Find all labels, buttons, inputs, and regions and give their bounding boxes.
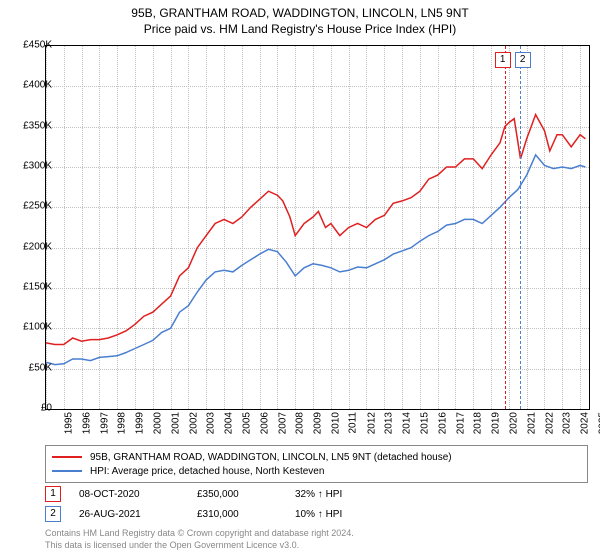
x-tick-label: 2020 xyxy=(508,412,519,434)
x-tick-label: 2016 xyxy=(437,412,448,434)
x-tick-label: 2019 xyxy=(491,412,502,434)
x-tick-label: 2011 xyxy=(347,412,358,434)
y-tick-label: £450K xyxy=(7,40,52,51)
x-tick-label: 1998 xyxy=(117,412,128,434)
legend-swatch xyxy=(52,470,82,472)
x-tick-label: 2018 xyxy=(473,412,484,434)
footer-line-1: Contains HM Land Registry data © Crown c… xyxy=(45,528,354,540)
x-tick-label: 2008 xyxy=(295,412,306,434)
sale-marker-ref: 1 xyxy=(45,486,61,502)
x-tick-label: 2001 xyxy=(170,412,181,434)
y-tick-label: £250K xyxy=(7,201,52,212)
footer-line-2: This data is licensed under the Open Gov… xyxy=(45,540,354,552)
sales-table: 1 08-OCT-2020 £350,000 32% ↑ HPI 2 26-AUG-202… xyxy=(45,484,395,524)
sale-diff: 32% ↑ HPI xyxy=(295,489,395,500)
marker-box-1: 1 xyxy=(495,52,511,68)
sale-price: £310,000 xyxy=(197,509,277,520)
y-tick-label: £150K xyxy=(7,282,52,293)
x-tick-label: 2023 xyxy=(562,412,573,434)
x-tick-label: 2000 xyxy=(152,412,163,434)
x-tick-label: 2013 xyxy=(384,412,395,434)
x-tick-label: 1999 xyxy=(134,412,145,434)
x-tick-label: 1995 xyxy=(63,412,74,434)
y-tick-label: £300K xyxy=(7,161,52,172)
y-tick-label: £50K xyxy=(7,362,52,373)
sale-date: 26-AUG-2021 xyxy=(79,509,179,520)
x-tick-label: 2006 xyxy=(259,412,270,434)
sale-date: 08-OCT-2020 xyxy=(79,489,179,500)
sale-diff: 10% ↑ HPI xyxy=(295,509,395,520)
y-tick-label: £200K xyxy=(7,241,52,252)
title-line-1: 95B, GRANTHAM ROAD, WADDINGTON, LINCOLN,… xyxy=(0,6,600,22)
chart-container: 95B, GRANTHAM ROAD, WADDINGTON, LINCOLN,… xyxy=(0,0,600,560)
x-tick-label: 2009 xyxy=(312,412,323,434)
sale-price: £350,000 xyxy=(197,489,277,500)
plot-area: 12 xyxy=(45,45,590,410)
chart-title: 95B, GRANTHAM ROAD, WADDINGTON, LINCOLN,… xyxy=(0,0,600,37)
x-tick-label: 2021 xyxy=(526,412,537,434)
footer-attribution: Contains HM Land Registry data © Crown c… xyxy=(45,528,354,551)
legend-label: HPI: Average price, detached house, Nort… xyxy=(90,466,324,477)
y-tick-label: £100K xyxy=(7,322,52,333)
x-tick-label: 2004 xyxy=(223,412,234,434)
legend-item-property: 95B, GRANTHAM ROAD, WADDINGTON, LINCOLN,… xyxy=(52,450,581,464)
x-tick-label: 2022 xyxy=(544,412,555,434)
y-tick-label: £400K xyxy=(7,80,52,91)
sale-marker-ref: 2 xyxy=(45,506,61,522)
line-series xyxy=(46,46,589,409)
marker-line-1 xyxy=(505,46,506,409)
legend: 95B, GRANTHAM ROAD, WADDINGTON, LINCOLN,… xyxy=(45,445,588,483)
x-tick-label: 2003 xyxy=(206,412,217,434)
y-tick-label: £0 xyxy=(7,403,52,414)
x-tick-label: 2010 xyxy=(330,412,341,434)
sale-row-1: 1 08-OCT-2020 £350,000 32% ↑ HPI xyxy=(45,484,395,504)
x-tick-label: 2002 xyxy=(188,412,199,434)
x-tick-label: 2012 xyxy=(366,412,377,434)
legend-label: 95B, GRANTHAM ROAD, WADDINGTON, LINCOLN,… xyxy=(90,452,452,463)
x-tick-label: 2024 xyxy=(580,412,591,434)
marker-box-2: 2 xyxy=(515,52,531,68)
x-tick-label: 2014 xyxy=(402,412,413,434)
x-tick-label: 1997 xyxy=(99,412,110,434)
x-tick-label: 1996 xyxy=(81,412,92,434)
x-tick-label: 2015 xyxy=(419,412,430,434)
x-tick-label: 2017 xyxy=(455,412,466,434)
y-tick-label: £350K xyxy=(7,120,52,131)
sale-row-2: 2 26-AUG-2021 £310,000 10% ↑ HPI xyxy=(45,504,395,524)
x-tick-label: 2005 xyxy=(241,412,252,434)
marker-line-2 xyxy=(520,46,521,409)
legend-item-hpi: HPI: Average price, detached house, Nort… xyxy=(52,464,581,478)
legend-swatch xyxy=(52,456,82,458)
title-line-2: Price paid vs. HM Land Registry's House … xyxy=(0,22,600,38)
x-tick-label: 2007 xyxy=(277,412,288,434)
